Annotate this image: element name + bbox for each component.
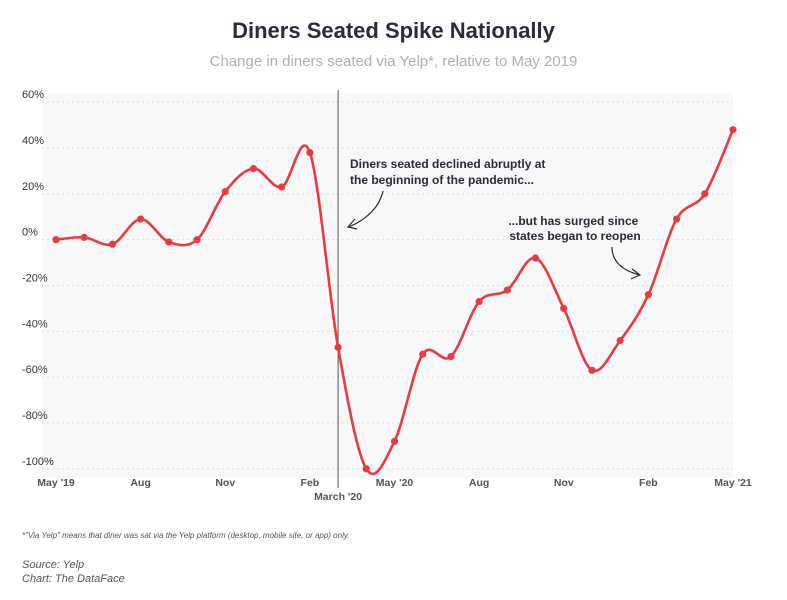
source-text: Source: Yelp: [22, 559, 85, 571]
data-point: [560, 304, 568, 313]
x-tick-label: Feb: [301, 477, 320, 489]
y-tick-label: -60%: [22, 364, 48, 376]
data-point: [531, 254, 540, 262]
data-point: [390, 437, 399, 445]
data-point: [729, 126, 737, 134]
chart-subtitle: Change in diners seated via Yelp*, relat…: [209, 53, 578, 70]
data-point: [221, 187, 229, 196]
annotation-decline-arrow: [348, 190, 384, 228]
chart-title: Diners Seated Spike Nationally: [232, 18, 555, 43]
x-axis-ticks: May '19 Aug Nov Feb May '20 Aug Nov Feb May '21: [37, 477, 752, 489]
x-tick-label: May '21: [714, 477, 752, 489]
data-point: [108, 240, 117, 248]
annotation-decline-line-1: Diners seated declined abruptly at: [350, 157, 545, 171]
data-point: [165, 238, 173, 246]
x-tick-label: Nov: [215, 477, 235, 489]
x-tick-label: Feb: [639, 477, 658, 489]
y-tick-label: 60%: [22, 89, 44, 101]
x-tick-label: Nov: [554, 477, 574, 489]
data-point: [80, 233, 88, 241]
annotation-surge-line-2: states began to reopen: [509, 229, 640, 243]
data-point: [137, 215, 145, 223]
annotation-surge-line-1: ...but has surged since: [508, 214, 638, 228]
data-point: [503, 286, 511, 294]
y-tick-label: -20%: [22, 273, 48, 285]
data-point: [701, 190, 709, 198]
annotation-surge: ...but has surged since states began to …: [508, 214, 641, 243]
annotation-surge-arrow: [611, 246, 641, 276]
data-point: [193, 236, 201, 244]
y-tick-label: -80%: [22, 410, 48, 422]
y-tick-label: 0%: [22, 227, 38, 239]
data-point: [306, 148, 314, 157]
data-point: [362, 465, 370, 473]
x-tick-label: Aug: [130, 477, 150, 489]
series-points: [52, 126, 737, 473]
data-point: [419, 350, 427, 358]
march-2020-marker-label: March '20: [314, 491, 362, 503]
chart-credit: Chart: The DataFace: [22, 573, 125, 585]
y-tick-label: -100%: [22, 456, 54, 468]
footnote: *"Via Yelp" means that diner was sat via…: [22, 531, 350, 540]
x-tick-label: Aug: [469, 477, 489, 489]
y-tick-label: 40%: [22, 135, 44, 147]
y-tick-label: -40%: [22, 318, 48, 330]
annotation-decline: Diners seated declined abruptly at the b…: [350, 157, 549, 187]
data-point: [52, 236, 60, 244]
annotation-decline-line-2: the beginning of the pandemic...: [350, 173, 534, 187]
data-point: [644, 291, 652, 299]
grid-lines: [42, 101, 733, 470]
data-point: [447, 352, 455, 361]
data-point: [672, 215, 681, 223]
x-tick-label: May '19: [37, 477, 75, 489]
annotation-decline-arrowhead: [346, 218, 358, 230]
data-point: [249, 165, 258, 173]
data-point: [588, 366, 596, 374]
source-credit: Source: Yelp Chart: The DataFace: [22, 558, 125, 586]
data-point: [278, 183, 286, 191]
x-tick-label: May '20: [376, 477, 414, 489]
data-point: [616, 336, 624, 345]
y-axis-ticks: 60% 40% 20% 0% -20% -40% -60% -80% -100%: [22, 89, 54, 468]
y-tick-label: 20%: [22, 181, 44, 193]
data-point: [475, 297, 483, 306]
data-point: [334, 343, 342, 351]
annotation-surge-arrowhead: [630, 268, 642, 280]
